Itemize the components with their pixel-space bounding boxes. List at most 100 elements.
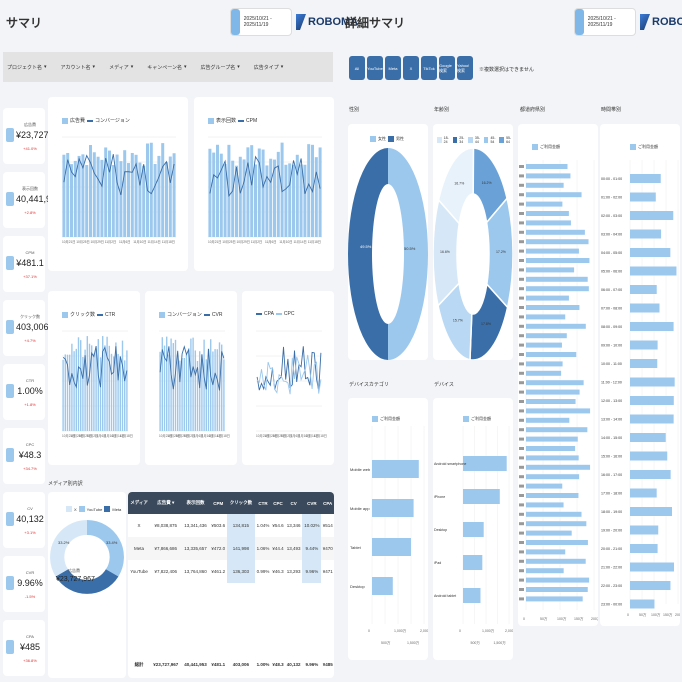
bar bbox=[127, 163, 130, 237]
kpi-change: +37.1% bbox=[23, 274, 37, 279]
table-header[interactable]: クリック数 bbox=[226, 492, 256, 514]
region-section-title: 都道府県別 bbox=[520, 107, 546, 113]
bar bbox=[121, 340, 124, 431]
filter-dropdown[interactable]: 広告タイプ bbox=[253, 64, 279, 71]
bar bbox=[630, 544, 658, 553]
kpi-icon bbox=[6, 576, 14, 590]
bar bbox=[216, 349, 218, 431]
age-pct: 17.8% bbox=[481, 322, 491, 326]
bar bbox=[185, 353, 188, 431]
x-tick-label: 11月2日 bbox=[184, 434, 195, 438]
media-chip[interactable]: Yahoo!検索 bbox=[457, 56, 473, 80]
table-header[interactable]: CVR bbox=[302, 492, 322, 514]
bar bbox=[630, 303, 660, 313]
media-chip[interactable]: YouTube bbox=[367, 56, 383, 80]
kpi-value: ¥481.1 bbox=[16, 258, 44, 268]
bar bbox=[526, 502, 564, 508]
x-tick-label: 10月25日 bbox=[76, 240, 89, 244]
bar bbox=[526, 455, 579, 461]
bar bbox=[85, 165, 89, 237]
y-tick-label: Mobile web bbox=[350, 467, 371, 472]
chart-impressions-cpm: 10月21日 10月25日 10月29日 11月2日 11月6日 11月10日 11月14日… bbox=[208, 136, 322, 244]
filter-dropdown[interactable]: キャンペーン名 bbox=[147, 64, 182, 71]
bar bbox=[70, 164, 73, 237]
y-tick-label: 04:00 - 05:00 bbox=[601, 251, 622, 255]
table-header[interactable]: CPA bbox=[321, 492, 334, 514]
table-header[interactable]: CV bbox=[285, 492, 303, 514]
media-chip[interactable]: X bbox=[403, 56, 419, 80]
bar bbox=[630, 322, 674, 331]
bar bbox=[159, 351, 161, 431]
age-section-title: 年齢別 bbox=[434, 107, 450, 113]
bar bbox=[104, 147, 108, 237]
table-row: X ¥8,038,875 13,341,436 ¥503.6 134,815 1.04% ¥… bbox=[128, 514, 334, 537]
bar bbox=[526, 352, 577, 357]
filter-dropdown[interactable]: メディア bbox=[109, 64, 129, 71]
table-cell: ¥44.4 bbox=[272, 546, 284, 551]
x-tick-label: 11月18日 bbox=[120, 434, 133, 438]
bar bbox=[265, 165, 269, 237]
bar bbox=[157, 155, 161, 237]
table-cell: ¥54.6 bbox=[272, 523, 284, 528]
y-tick-label: 07:00 - 08:00 bbox=[601, 307, 622, 311]
chevron-down-icon: ▾ bbox=[237, 64, 240, 70]
media-donut-card: X YouTube Meta 広告費 ¥23,727,967 33.4% 33.4%… bbox=[48, 492, 126, 678]
bar bbox=[526, 239, 589, 245]
bar bbox=[66, 152, 70, 237]
kpi-change: -1.5% bbox=[24, 594, 36, 599]
kpi-label: CTR bbox=[25, 378, 35, 383]
legend-label: 45-54 bbox=[490, 136, 496, 144]
table-header[interactable]: 表示回数 bbox=[181, 492, 210, 514]
bar bbox=[216, 144, 219, 237]
region-label bbox=[519, 343, 524, 347]
bar bbox=[630, 285, 657, 294]
media-chip[interactable]: All bbox=[349, 56, 365, 80]
table-header[interactable]: CTR bbox=[255, 492, 271, 514]
x-tick-label: 10月25日 bbox=[264, 434, 277, 438]
bar bbox=[526, 464, 591, 470]
table-cell: 0.99% bbox=[256, 569, 270, 574]
bar bbox=[526, 229, 585, 235]
bar bbox=[526, 305, 580, 310]
filter-dropdown[interactable]: プロジェクト名 bbox=[7, 64, 43, 71]
x-tick-label: 11月14日 bbox=[294, 240, 307, 244]
bar bbox=[526, 267, 575, 273]
kpi-change: +4.7% bbox=[24, 338, 36, 343]
filter-dropdown[interactable]: アカウント名 bbox=[60, 64, 91, 71]
table-header[interactable]: 広告費 ▾ bbox=[150, 492, 182, 514]
media-chip[interactable]: Google検索 bbox=[439, 56, 455, 80]
region-label bbox=[519, 588, 524, 591]
x-tick-label: 11月10日 bbox=[103, 434, 116, 438]
media-chip[interactable]: Meta bbox=[385, 56, 401, 80]
bar bbox=[95, 348, 97, 431]
y-tick-label: 05:00 - 06:00 bbox=[601, 270, 622, 274]
kpi-icon bbox=[6, 320, 14, 334]
x-tick-label: 0 bbox=[368, 629, 370, 633]
bar bbox=[526, 258, 590, 263]
table-header[interactable]: CPM bbox=[209, 492, 227, 514]
media-chip[interactable]: TikTok bbox=[421, 56, 437, 80]
region-label bbox=[519, 324, 524, 328]
bar bbox=[526, 511, 582, 517]
table-cell: ¥503.6 bbox=[211, 523, 226, 528]
x-tick-label: 11月14日 bbox=[148, 240, 161, 244]
kpi-card: クリック数 403,006 +4.7% bbox=[3, 300, 49, 356]
x-tick-label: 11月18日 bbox=[217, 434, 230, 438]
kpi-label: 表示回数 bbox=[22, 186, 38, 191]
y-tick-label: Desktop bbox=[434, 528, 447, 532]
y-tick-label: 22:00 - 23:00 bbox=[601, 584, 622, 588]
bar bbox=[81, 154, 85, 237]
table-header[interactable]: メディア bbox=[128, 492, 151, 514]
date-range-picker-right[interactable]: 2025/10/21 - 2025/11/19 bbox=[574, 8, 636, 36]
filter-dropdown[interactable]: 広告グループ名 bbox=[200, 64, 236, 71]
region-label bbox=[519, 381, 524, 385]
kpi-change: +36.8% bbox=[23, 658, 37, 663]
bar bbox=[62, 154, 66, 237]
kpi-change: +41.0% bbox=[23, 146, 37, 151]
bar bbox=[119, 356, 121, 431]
date-range-picker[interactable]: 2025/10/21 - 2025/11/19 bbox=[230, 8, 292, 36]
table-header[interactable]: CPC bbox=[270, 492, 286, 514]
bar bbox=[96, 156, 100, 237]
hour-bar-chart: 00:00 - 01:00 01:00 - 02:00 02:00 - 03:00 0… bbox=[601, 160, 682, 617]
kpi-icon bbox=[6, 192, 14, 206]
